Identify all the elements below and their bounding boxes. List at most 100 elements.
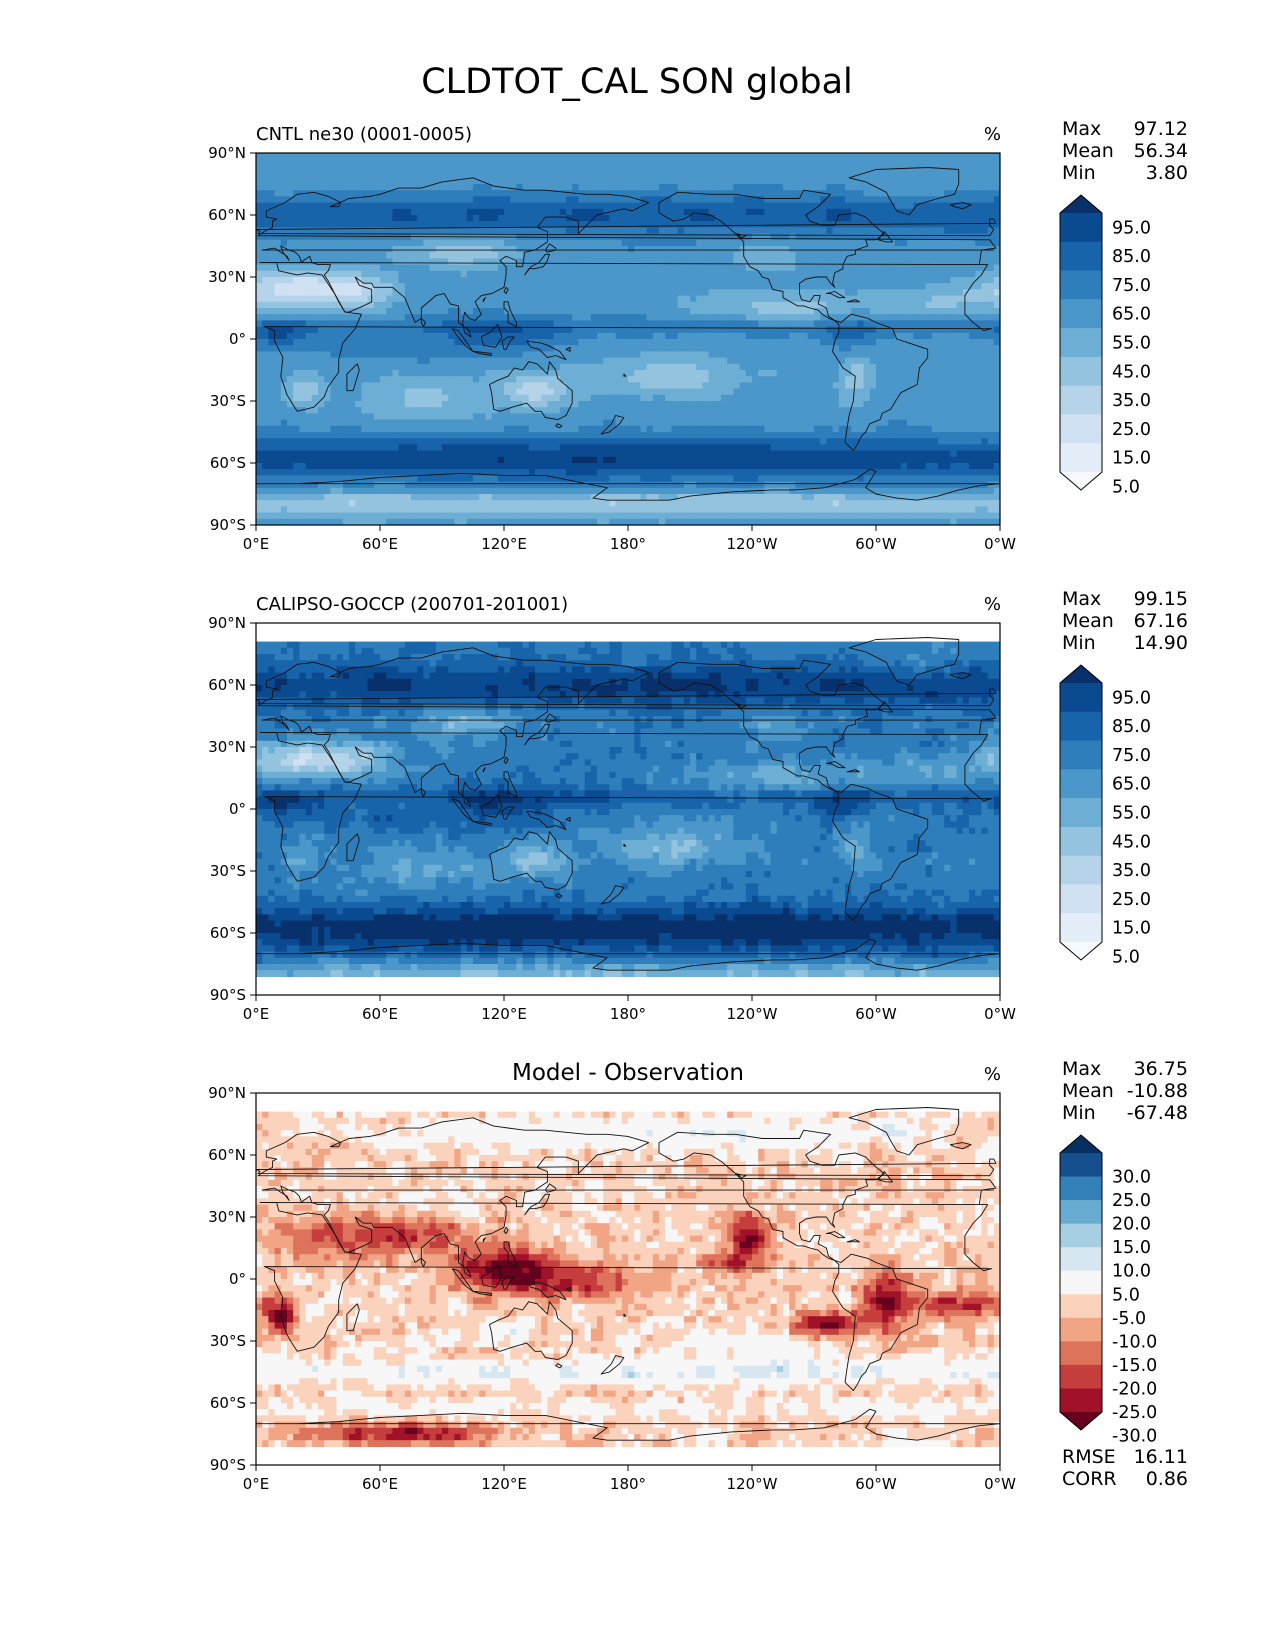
- lat-tick-label: 60°S: [210, 454, 246, 472]
- colorbar-label: 95.0: [1112, 218, 1151, 238]
- colorbar-segment: [1060, 1388, 1102, 1413]
- panel-title: CALIPSO-GOCCP (200701-201001): [256, 594, 568, 615]
- coastlines: [256, 1107, 1000, 1441]
- stat-label-rmse: RMSE: [1062, 1446, 1116, 1468]
- colorbar-outline: [1059, 194, 1103, 491]
- lat-tick-label: 0°: [229, 330, 246, 348]
- panel-observation: CALIPSO-GOCCP (200701-201001) % 90°N 60°N…: [208, 588, 1188, 1023]
- colorbar-segment: [1060, 241, 1102, 272]
- colorbar-label: 20.0: [1112, 1215, 1151, 1235]
- lat-tick-label: 30°N: [208, 738, 246, 756]
- colorbar-label: 75.0: [1112, 746, 1151, 766]
- colorbar-segment: [1060, 798, 1102, 828]
- colorbar-label: 35.0: [1112, 861, 1151, 881]
- stat-label-mean: Mean: [1062, 610, 1114, 632]
- colorbar-segment: [1060, 855, 1102, 885]
- colorbar-segment: [1060, 443, 1102, 473]
- lat-tick-label: 30°N: [208, 1208, 246, 1226]
- colorbar-segment: [1060, 711, 1102, 742]
- colorbar-segment: [1060, 1364, 1102, 1389]
- stat-value-max: 36.75: [1134, 1058, 1188, 1080]
- stat-label-max: Max: [1062, 1058, 1101, 1080]
- stat-value-rmse: 16.11: [1134, 1446, 1188, 1468]
- colorbar-label: 5.0: [1112, 1285, 1140, 1305]
- colorbar-segment: [1060, 1294, 1102, 1319]
- lon-tick-label: 0°E: [243, 1005, 270, 1023]
- colorbar: 95.0 85.0 75.0 65.0 55.0 45.0 35.0 25.0 15.0 5.0: [1059, 664, 1151, 967]
- lon-tick-label: 0°E: [243, 535, 270, 553]
- colorbar-outline: [1059, 1134, 1103, 1431]
- colorbar-segment: [1060, 1200, 1102, 1225]
- colorbar-label: 25.0: [1112, 420, 1151, 440]
- lon-tick-label: 60°W: [855, 535, 897, 553]
- colorbar-segment: [1060, 213, 1102, 243]
- lon-axis: 0°E 60°E 120°E 180° 120°W 60°W 0°W: [243, 1465, 1016, 1493]
- colorbar-label: -30.0: [1112, 1427, 1157, 1447]
- colorbar-label: 95.0: [1112, 688, 1151, 708]
- lon-tick-label: 0°W: [984, 535, 1016, 553]
- lat-tick-label: 30°S: [210, 862, 246, 880]
- colorbar-label: 65.0: [1112, 305, 1151, 325]
- coastlines: [256, 637, 1000, 971]
- colorbar-label: 15.0: [1112, 449, 1151, 469]
- lat-tick-label: 0°: [229, 800, 246, 818]
- lon-tick-label: 120°E: [481, 1475, 527, 1493]
- lon-tick-label: 120°W: [727, 1005, 778, 1023]
- map-field: [256, 637, 1000, 977]
- colorbar-label: 55.0: [1112, 804, 1151, 824]
- units-label: %: [984, 1064, 1001, 1085]
- rmse-corr-block: RMSE 16.11 CORR 0.86: [1062, 1446, 1188, 1490]
- colorbar-segment: [1060, 270, 1102, 300]
- map-field: [256, 1107, 1000, 1447]
- lat-tick-label: 30°S: [210, 392, 246, 410]
- lat-tick-label: 90°S: [210, 986, 246, 1004]
- lat-axis: 90°N 60°N 30°N 0° 30°S 60°S 90°S: [208, 614, 256, 1004]
- colorbar-outline: [1059, 664, 1103, 961]
- figure-title: CLDTOT_CAL SON global: [421, 62, 853, 102]
- colorbar-label: 65.0: [1112, 775, 1151, 795]
- colorbar: 30.0 25.0 20.0 15.0 10.0 5.0 -5.0 -10.0 -15.0 -20…: [1059, 1134, 1157, 1447]
- panel-difference: Model - Observation % 90°N 60°N 30°N 0° 30°S…: [208, 1058, 1188, 1493]
- colorbar-segment: [1060, 1270, 1102, 1295]
- stat-value-corr: 0.86: [1146, 1468, 1188, 1490]
- coastlines: [256, 167, 1000, 501]
- colorbar-label: 5.0: [1112, 947, 1140, 967]
- colorbar-segment: [1060, 328, 1102, 358]
- lat-tick-label: 60°S: [210, 1394, 246, 1412]
- colorbar-label: -10.0: [1112, 1332, 1157, 1352]
- stat-label-mean: Mean: [1062, 140, 1114, 162]
- lat-tick-label: 90°N: [208, 1084, 246, 1102]
- colorbar-label: 25.0: [1112, 890, 1151, 910]
- stat-value-max: 97.12: [1134, 118, 1188, 140]
- lon-tick-label: 0°E: [243, 1475, 270, 1493]
- lon-tick-label: 180°: [610, 1475, 646, 1493]
- stat-value-mean: 67.16: [1134, 610, 1188, 632]
- colorbar-segment: [1060, 414, 1102, 444]
- stats-block: Max 99.15 Mean 67.16 Min 14.90: [1062, 588, 1188, 654]
- map-field: [256, 153, 1000, 525]
- panel-title: CNTL ne30 (0001-0005): [256, 124, 472, 145]
- colorbar-extend-min: [1060, 472, 1102, 490]
- stat-value-min: -67.48: [1127, 1102, 1188, 1124]
- colorbar-extend-min: [1060, 942, 1102, 960]
- colorbar-segment: [1060, 299, 1102, 329]
- stats-block: Max 97.12 Mean 56.34 Min 3.80: [1062, 118, 1188, 184]
- colorbar-segment: [1060, 356, 1102, 387]
- stat-value-min: 14.90: [1134, 632, 1188, 654]
- stat-value-mean: -10.88: [1127, 1080, 1188, 1102]
- stat-label-mean: Mean: [1062, 1080, 1114, 1102]
- colorbar-label: 30.0: [1112, 1168, 1151, 1188]
- colorbar-label: 25.0: [1112, 1191, 1151, 1211]
- colorbar-label: 45.0: [1112, 832, 1151, 852]
- colorbar-label: 35.0: [1112, 391, 1151, 411]
- stat-label-max: Max: [1062, 588, 1101, 610]
- colorbar-segment: [1060, 769, 1102, 799]
- stat-label-min: Min: [1062, 1102, 1096, 1124]
- colorbar-label: 85.0: [1112, 247, 1151, 267]
- stat-label-max: Max: [1062, 118, 1101, 140]
- lat-tick-label: 30°S: [210, 1332, 246, 1350]
- colorbar-segment: [1060, 913, 1102, 943]
- colorbar-label: -20.0: [1112, 1380, 1157, 1400]
- stat-label-min: Min: [1062, 632, 1096, 654]
